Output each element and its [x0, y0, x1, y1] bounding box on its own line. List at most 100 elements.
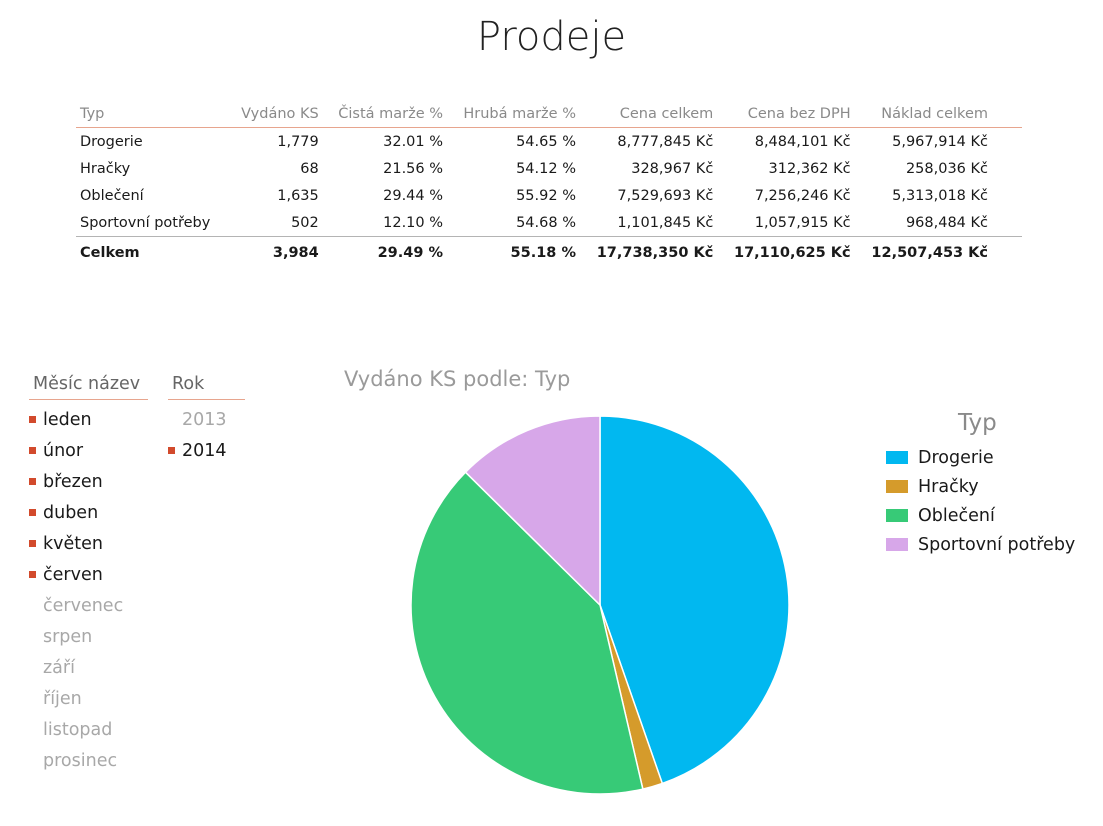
year-slicer-title: Rok: [168, 374, 245, 400]
pie-slice-oblečení[interactable]: [410, 471, 644, 795]
cell-cista-marze: 32.01 %: [383, 134, 444, 150]
year-slicer-item[interactable]: 2014: [168, 436, 245, 467]
year-slicer: Rok 2013 2014: [168, 374, 245, 467]
month-slicer-item-label: září: [43, 658, 75, 678]
selected-marker-icon: [29, 509, 36, 516]
total-hruba-marze: 55.18 %: [447, 236, 580, 266]
month-slicer-item-label: květen: [43, 534, 103, 554]
header-cena-celkem[interactable]: Cena celkem: [579, 102, 718, 128]
month-slicer-item-label: březen: [43, 472, 103, 492]
legend-item[interactable]: Sportovní potřeby: [886, 530, 1075, 559]
header-spacer: [992, 102, 1022, 128]
legend-item[interactable]: Oblečení: [886, 501, 1075, 530]
cell-vydano-ks: 1,779: [277, 134, 319, 150]
legend-swatch: [886, 480, 908, 493]
cell-spacer: [992, 155, 1022, 182]
month-slicer-item-label: červen: [43, 565, 103, 585]
total-cena-bez-dph: 17,110,625 Kč: [717, 236, 855, 266]
cell-cena-bez-dph: 8,484,101 Kč: [754, 134, 851, 150]
cell-cena-celkem: 1,101,845 Kč: [617, 215, 714, 231]
table-row: Drogerie 1,779 32.01 % 54.65 % 8,777,845…: [76, 128, 1022, 156]
cell-spacer: [992, 128, 1022, 156]
cell-typ: Oblečení: [80, 188, 144, 204]
pie-slice-drogerie[interactable]: [599, 415, 790, 785]
selected-marker-icon: [168, 447, 175, 454]
legend-item[interactable]: Hračky: [886, 472, 1075, 501]
total-cena-celkem: 17,738,350 Kč: [579, 236, 718, 266]
month-slicer-item[interactable]: listopad: [29, 715, 148, 746]
month-slicer-item[interactable]: květen: [29, 529, 148, 560]
year-slicer-item-label: 2014: [182, 441, 227, 461]
legend-label: Oblečení: [918, 505, 995, 526]
cell-cista-marze: 29.44 %: [383, 188, 444, 204]
selected-marker-icon: [29, 540, 36, 547]
cell-hruba-marze: 54.12 %: [516, 161, 576, 177]
chart-legend: Typ Drogerie Hračky Oblečení Sportovní potř…: [886, 410, 1075, 559]
month-slicer-item-label: prosinec: [43, 751, 118, 771]
month-slicer-item[interactable]: září: [29, 653, 148, 684]
month-slicer-item-label: říjen: [43, 689, 82, 709]
month-slicer-item-label: duben: [43, 503, 99, 523]
chart-title: Vydáno KS podle: Typ: [344, 367, 571, 391]
cell-cena-celkem: 7,529,693 Kč: [617, 188, 714, 204]
table-total-row: Celkem 3,984 29.49 % 55.18 % 17,738,350 …: [76, 236, 1022, 266]
month-slicer-item[interactable]: červen: [29, 560, 148, 591]
total-label: Celkem: [76, 236, 229, 266]
pie-slice-sportovní-potřeby[interactable]: [464, 415, 601, 607]
cell-hruba-marze: 54.68 %: [516, 215, 576, 231]
cell-hruba-marze: 55.92 %: [516, 188, 576, 204]
header-cena-bez-dph[interactable]: Cena bez DPH: [717, 102, 855, 128]
legend-swatch: [886, 451, 908, 464]
selected-marker-icon: [29, 447, 36, 454]
month-slicer-item[interactable]: únor: [29, 436, 148, 467]
cell-cena-bez-dph: 7,256,246 Kč: [754, 188, 851, 204]
month-slicer-item-label: únor: [43, 441, 84, 461]
header-typ[interactable]: Typ: [76, 102, 229, 128]
cell-typ: Sportovní potřeby: [80, 215, 211, 231]
month-slicer-item-label: srpen: [43, 627, 93, 647]
year-slicer-item[interactable]: 2013: [168, 405, 245, 436]
pie-chart: [410, 415, 790, 795]
cell-cista-marze: 21.56 %: [383, 161, 444, 177]
legend-label: Drogerie: [918, 447, 994, 468]
cell-typ: Hračky: [80, 161, 131, 177]
cell-vydano-ks: 1,635: [277, 188, 319, 204]
total-spacer: [992, 236, 1022, 266]
cell-cista-marze: 12.10 %: [383, 215, 444, 231]
selected-marker-icon: [29, 571, 36, 578]
cell-naklad-celkem: 5,313,018 Kč: [892, 188, 988, 204]
month-slicer-item[interactable]: srpen: [29, 622, 148, 653]
legend-label: Hračky: [918, 476, 979, 497]
header-vydano-ks[interactable]: Vydáno KS: [228, 102, 323, 128]
selected-marker-icon: [29, 478, 36, 485]
month-slicer-item[interactable]: říjen: [29, 684, 148, 715]
month-slicer-item[interactable]: leden: [29, 405, 148, 436]
legend-item[interactable]: Drogerie: [886, 443, 1075, 472]
total-vydano-ks: 3,984: [228, 236, 323, 266]
sales-table: Typ Vydáno KS Čistá marže % Hrubá marže …: [76, 102, 1022, 266]
cell-hruba-marze: 54.65 %: [516, 134, 576, 150]
header-naklad-celkem[interactable]: Náklad celkem: [854, 102, 992, 128]
table-row: Oblečení 1,635 29.44 % 55.92 % 7,529,693…: [76, 182, 1022, 209]
table-header-row: Typ Vydáno KS Čistá marže % Hrubá marže …: [76, 102, 1022, 128]
cell-cena-bez-dph: 1,057,915 Kč: [754, 215, 851, 231]
header-cista-marze[interactable]: Čistá marže %: [322, 102, 448, 128]
header-hruba-marze[interactable]: Hrubá marže %: [447, 102, 580, 128]
legend-swatch: [886, 538, 908, 551]
cell-cena-bez-dph: 312,362 Kč: [768, 161, 851, 177]
month-slicer-item-label: červenec: [43, 596, 124, 616]
cell-typ: Drogerie: [80, 134, 143, 150]
table-row: Sportovní potřeby 502 12.10 % 54.68 % 1,…: [76, 209, 1022, 237]
month-slicer-item[interactable]: duben: [29, 498, 148, 529]
cell-spacer: [992, 209, 1022, 237]
selected-marker-icon: [29, 416, 36, 423]
month-slicer-item[interactable]: prosinec: [29, 746, 148, 777]
legend-swatch: [886, 509, 908, 522]
cell-naklad-celkem: 5,967,914 Kč: [892, 134, 988, 150]
month-slicer-title: Měsíc název: [29, 374, 148, 400]
month-slicer-list: leden únor březen duben květen červen červenec…: [29, 405, 148, 777]
month-slicer-item[interactable]: červenec: [29, 591, 148, 622]
cell-vydano-ks: 502: [291, 215, 319, 231]
legend-items: Drogerie Hračky Oblečení Sportovní potřeby: [886, 443, 1075, 559]
month-slicer-item[interactable]: březen: [29, 467, 148, 498]
